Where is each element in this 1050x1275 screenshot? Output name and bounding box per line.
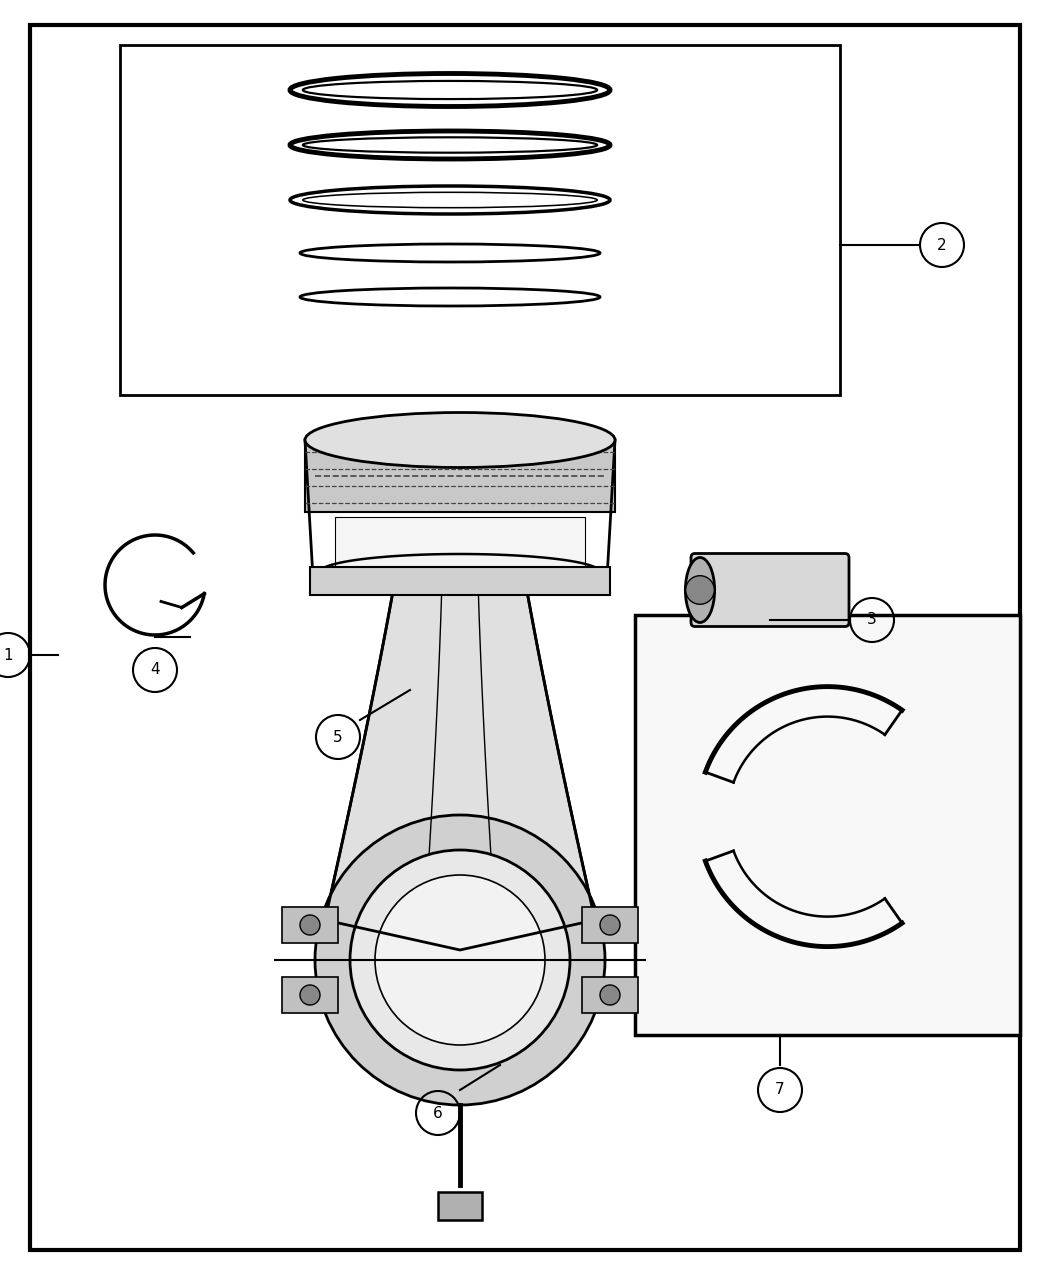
Bar <box>282 907 338 944</box>
Text: 2: 2 <box>938 237 947 252</box>
FancyBboxPatch shape <box>691 553 849 626</box>
Circle shape <box>600 986 620 1005</box>
Circle shape <box>375 875 545 1046</box>
Ellipse shape <box>686 557 715 622</box>
Text: 3: 3 <box>867 612 877 627</box>
Bar <box>282 977 338 1014</box>
Bar <box>582 977 638 1014</box>
Text: 6: 6 <box>433 1105 443 1121</box>
Bar <box>582 907 638 944</box>
Circle shape <box>686 576 714 604</box>
Ellipse shape <box>304 413 615 468</box>
Bar <box>310 567 610 595</box>
Circle shape <box>315 815 605 1105</box>
Bar <box>335 516 585 572</box>
Bar <box>304 440 615 513</box>
Circle shape <box>300 986 320 1005</box>
Polygon shape <box>326 580 595 921</box>
Text: 4: 4 <box>150 663 160 677</box>
Text: 7: 7 <box>775 1082 784 1098</box>
Circle shape <box>600 915 620 935</box>
Circle shape <box>350 850 570 1070</box>
Bar <box>120 45 840 395</box>
Text: 1: 1 <box>3 648 13 663</box>
Bar <box>635 615 1020 1035</box>
Text: 5: 5 <box>333 729 342 745</box>
FancyBboxPatch shape <box>438 1192 482 1220</box>
Circle shape <box>300 915 320 935</box>
